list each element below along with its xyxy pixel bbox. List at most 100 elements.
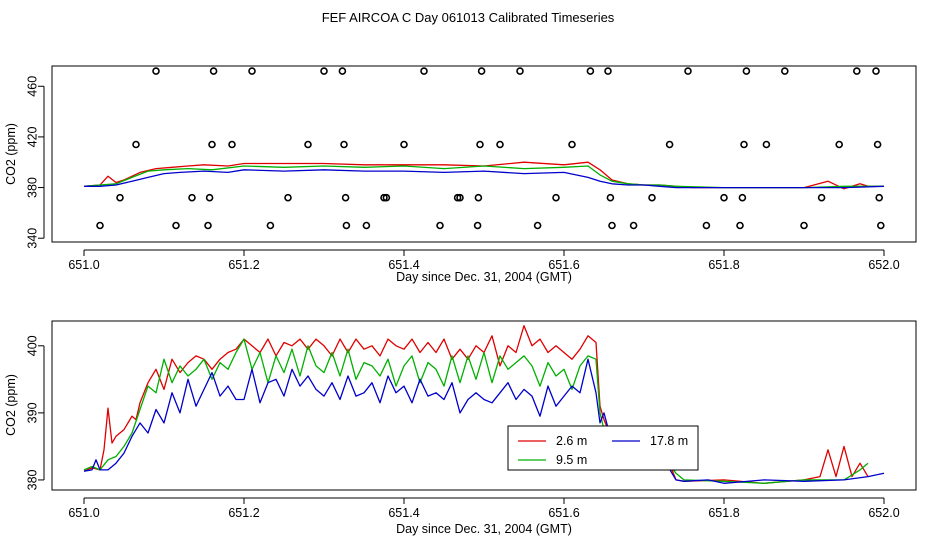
top-marker-circle: [648, 193, 656, 202]
top-plot-frame: [51, 65, 917, 243]
top-marker-circle: [608, 221, 616, 230]
top-marker-circle: [738, 193, 747, 202]
top-marker-circle: [872, 67, 880, 75]
top-marker-circle: [362, 221, 371, 230]
top-marker-circle: [209, 67, 218, 75]
top-y-tick-label: 380: [25, 177, 39, 198]
top-marker-circle: [132, 140, 140, 149]
bottom-series-line-2-6-m: [83, 325, 869, 484]
bottom-x-tick-label: 651.0: [68, 506, 99, 520]
top-marker-circle: [473, 221, 482, 230]
top-x-tick-label: 651.0: [68, 258, 99, 272]
top-marker-circle: [516, 67, 524, 75]
top-x-axis-label: Day since Dec. 31, 2004 (GMT): [396, 270, 572, 284]
top-marker-circle: [736, 221, 744, 230]
top-marker-circle: [780, 67, 789, 75]
bottom-x-tick-label: 652.0: [868, 506, 899, 520]
bottom-x-tick-label: 651.2: [228, 506, 259, 520]
top-marker-circle: [342, 221, 351, 230]
top-marker-circle: [606, 193, 615, 202]
top-marker-circle: [476, 140, 484, 149]
bottom-x-tick-label: 651.4: [388, 506, 419, 520]
top-marker-circle: [172, 221, 180, 230]
top-x-tick-label: 651.4: [388, 258, 419, 272]
top-x-tick-label: 652.0: [868, 258, 899, 272]
bottom-y-tick-label: 400: [25, 335, 39, 356]
top-chart-markers: [96, 67, 885, 230]
top-marker-circle: [629, 221, 638, 230]
top-marker-circle: [474, 193, 483, 202]
top-y-tick-label: 340: [25, 228, 39, 249]
top-x-axis: 651.0 651.2 651.4 651.6 651.8 652.0: [68, 249, 900, 272]
bottom-series-line-17-8-m: [83, 358, 885, 484]
top-marker-circle: [800, 221, 808, 230]
top-marker-circle: [116, 193, 124, 202]
top-marker-circle: [835, 140, 844, 149]
top-marker-circle: [338, 67, 347, 75]
bottom-y-tick-label: 380: [25, 469, 39, 490]
bottom-x-tick-label: 651.6: [548, 506, 579, 520]
top-x-tick-label: 651.6: [548, 258, 579, 272]
top-marker-circle: [740, 140, 748, 149]
bottom-chart: 651.0 651.2 651.4 651.6 651.8 652.0 380 390 400…: [4, 320, 917, 536]
bottom-y-axis: 380 390 400: [25, 335, 45, 490]
top-marker-circle: [552, 193, 560, 202]
top-y-axis: 340 380 420 460: [25, 76, 45, 249]
legend: 2.6 m 9.5 m 17.8 m: [507, 425, 699, 471]
bottom-chart-series: [83, 325, 885, 484]
top-marker-circle: [382, 193, 391, 202]
bottom-x-axis: 651.0 651.2 651.4 651.6 651.8 652.0: [68, 497, 900, 520]
top-marker-circle: [876, 221, 885, 230]
top-series-line-17-8-m: [84, 169, 885, 189]
bottom-x-axis-label: Day since Dec. 31, 2004 (GMT): [396, 522, 572, 536]
top-marker-circle: [420, 67, 428, 75]
top-marker-circle: [568, 140, 576, 149]
top-marker-circle: [341, 193, 350, 202]
top-marker-circle: [456, 193, 464, 202]
legend-label-17-8m: 17.8 m: [650, 434, 688, 448]
bottom-y-axis-label: CO2 (ppm): [4, 374, 18, 436]
top-marker-circle: [340, 140, 348, 149]
top-marker-circle: [665, 140, 674, 149]
top-marker-circle: [248, 67, 256, 75]
top-marker-circle: [533, 221, 542, 230]
top-chart-series: [83, 161, 885, 190]
top-marker-circle: [320, 67, 328, 75]
top-marker-circle: [152, 67, 160, 75]
top-marker-circle: [604, 67, 612, 75]
top-marker-circle: [188, 193, 196, 202]
top-y-tick-label: 460: [25, 76, 39, 97]
top-marker-circle: [817, 193, 826, 202]
top-marker-circle: [453, 193, 462, 202]
bottom-y-tick-label: 390: [25, 402, 39, 423]
top-series-line-9-5-m: [83, 165, 884, 189]
top-marker-circle: [96, 221, 104, 230]
top-marker-circle: [586, 67, 595, 75]
top-marker-circle: [852, 67, 861, 75]
legend-label-2-6m: 2.6 m: [556, 434, 587, 448]
top-marker-circle: [208, 140, 216, 149]
top-y-axis-label: CO2 (ppm): [4, 123, 18, 185]
top-marker-circle: [762, 140, 771, 149]
top-marker-circle: [205, 193, 214, 202]
bottom-x-tick-label: 651.8: [708, 506, 739, 520]
top-marker-circle: [477, 67, 486, 75]
top-x-tick-label: 651.8: [708, 258, 739, 272]
top-chart: 651.0 651.2 651.4 651.6 651.8 652.0 340 380 420…: [4, 65, 917, 284]
top-marker-circle: [266, 221, 275, 230]
bottom-plot-frame: [51, 320, 917, 491]
top-marker-circle: [742, 67, 751, 75]
top-marker-circle: [304, 140, 312, 149]
legend-box: [507, 425, 699, 471]
top-marker-circle: [284, 193, 292, 202]
top-y-tick-label: 420: [25, 126, 39, 147]
top-marker-circle: [204, 221, 212, 230]
top-marker-circle: [436, 221, 444, 230]
figure-title: FEF AIRCOA C Day 061013 Calibrated Times…: [322, 10, 615, 25]
legend-label-9-5m: 9.5 m: [556, 453, 587, 467]
top-marker-circle: [702, 221, 711, 230]
bottom-series-line-9-5-m: [83, 338, 869, 484]
top-marker-circle: [684, 67, 692, 75]
top-marker-circle: [400, 140, 408, 149]
